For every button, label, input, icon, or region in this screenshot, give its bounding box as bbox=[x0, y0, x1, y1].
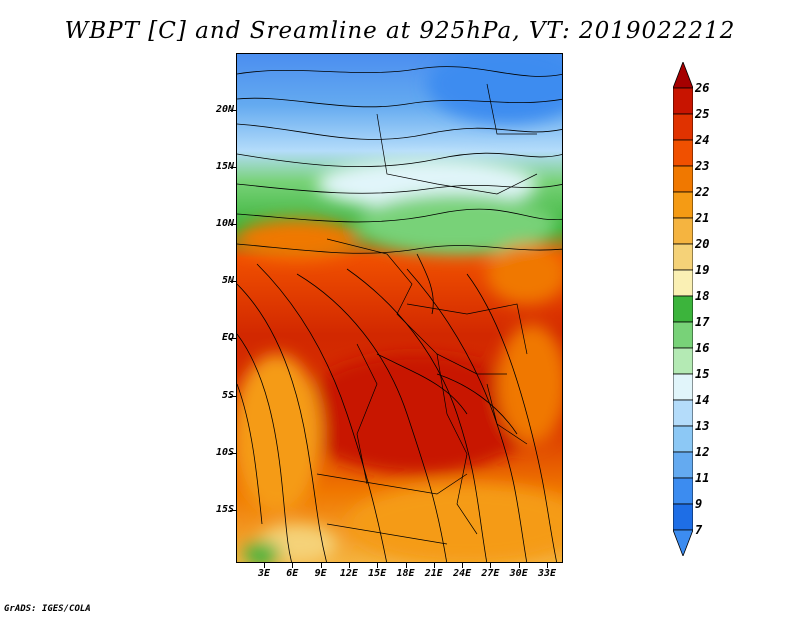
colorbar-segment bbox=[673, 113, 693, 141]
lat-label: 15S bbox=[215, 503, 234, 515]
colorbar-segment bbox=[673, 87, 693, 115]
colorbar-segment bbox=[673, 503, 693, 531]
lat-tick bbox=[230, 452, 236, 454]
lon-label: 33E bbox=[537, 568, 557, 579]
lon-label: 12E bbox=[339, 568, 358, 579]
colorbar-label: 26 bbox=[695, 81, 710, 95]
lon-label: 15E bbox=[368, 568, 387, 579]
lon-tick bbox=[462, 563, 464, 568]
colorbar-top-triangle bbox=[673, 62, 693, 89]
lon-tick bbox=[405, 563, 407, 568]
colorbar-segment bbox=[673, 477, 693, 505]
lat-label: 15N bbox=[215, 161, 234, 173]
wbpt-field bbox=[237, 54, 562, 562]
colorbar-label: 19 bbox=[695, 263, 710, 277]
lat-tick bbox=[230, 395, 236, 397]
lon-label: 9E bbox=[314, 568, 327, 579]
colorbar-label: 24 bbox=[695, 133, 710, 147]
lat-tick bbox=[230, 338, 236, 340]
lat-label: 5S bbox=[221, 389, 234, 401]
colorbar-segment bbox=[673, 139, 693, 167]
lon-label: 30E bbox=[509, 568, 528, 579]
colorbar-segment bbox=[673, 373, 693, 401]
colorbar-label: 23 bbox=[695, 159, 710, 173]
lon-tick bbox=[518, 563, 520, 568]
colorbar-label: 17 bbox=[695, 315, 710, 329]
colorbar-label: 13 bbox=[695, 419, 710, 433]
country-borders bbox=[316, 83, 538, 545]
colorbar-label: 22 bbox=[695, 185, 710, 199]
colorbar-bottom-triangle bbox=[673, 529, 693, 556]
lon-tick bbox=[433, 563, 435, 568]
colorbar-label: 20 bbox=[695, 237, 710, 251]
lon-tick bbox=[490, 563, 492, 568]
lon-label: 21E bbox=[424, 568, 443, 579]
colorbar-segment bbox=[673, 243, 693, 271]
lat-label: 20N bbox=[215, 104, 234, 115]
lon-tick bbox=[320, 563, 322, 568]
chart-title: WBPT [C] and Sreamline at 925hPa, VT: 20… bbox=[64, 18, 736, 44]
lat-label: 10S bbox=[215, 446, 234, 458]
lon-label: 24E bbox=[453, 568, 472, 579]
colorbar-label: 21 bbox=[695, 211, 710, 225]
colorbar-label: 18 bbox=[695, 289, 710, 303]
lat-tick bbox=[230, 224, 236, 226]
colorbar-segment bbox=[673, 399, 693, 427]
color-bar bbox=[673, 62, 693, 556]
colorbar-segment bbox=[673, 321, 693, 349]
colorbar-label: 7 bbox=[695, 523, 703, 537]
colorbar-segment bbox=[673, 451, 693, 479]
lat-tick bbox=[230, 167, 236, 169]
grads-credit: GrADS: IGES/COLA bbox=[4, 604, 91, 614]
colorbar-segment bbox=[673, 191, 693, 219]
colorbar-segment bbox=[673, 165, 693, 193]
lon-label: 6E bbox=[286, 568, 299, 579]
lon-label: 27E bbox=[481, 568, 500, 579]
lon-label: 18E bbox=[396, 568, 415, 579]
lon-tick bbox=[264, 563, 265, 568]
colorbar-segment bbox=[673, 425, 693, 453]
lon-tick bbox=[348, 563, 350, 568]
lat-label: 10N bbox=[215, 218, 234, 230]
map-panel bbox=[236, 53, 563, 563]
colorbar-label: 25 bbox=[695, 107, 710, 121]
colorbar-segment bbox=[673, 217, 693, 245]
lat-label: 5N bbox=[221, 275, 234, 287]
colorbar-label: 11 bbox=[695, 471, 710, 485]
colorbar-label: 14 bbox=[695, 393, 710, 407]
colorbar-segment bbox=[673, 347, 693, 375]
lat-tick bbox=[230, 110, 236, 111]
colorbar-label: 9 bbox=[695, 497, 703, 511]
colorbar-label: 15 bbox=[695, 367, 710, 381]
lat-tick bbox=[230, 509, 236, 511]
lon-tick bbox=[377, 563, 379, 568]
lat-label: EQ bbox=[221, 332, 234, 344]
lon-label: 3E bbox=[257, 568, 271, 579]
lon-tick bbox=[292, 563, 294, 568]
colorbar-segment bbox=[673, 295, 693, 323]
streamlines bbox=[237, 66, 562, 562]
colorbar-label: 12 bbox=[695, 445, 710, 459]
colorbar-segment bbox=[673, 269, 693, 297]
lat-tick bbox=[230, 281, 236, 283]
lon-tick bbox=[547, 563, 548, 568]
colorbar-label: 16 bbox=[695, 341, 710, 355]
